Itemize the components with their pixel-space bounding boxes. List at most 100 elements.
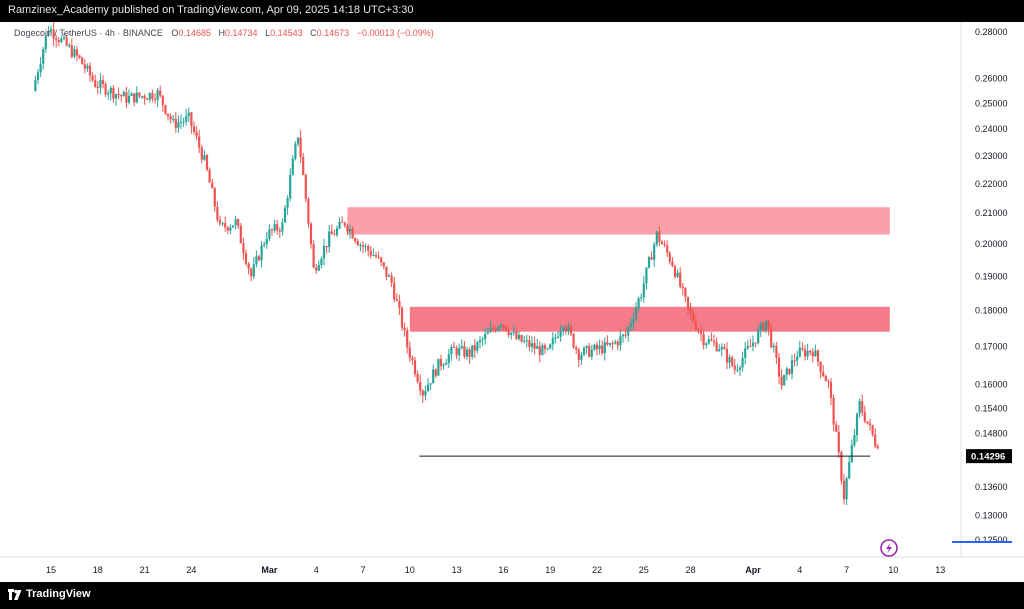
price-tick-label: 0.21000 <box>975 208 1008 218</box>
candle-body <box>395 299 398 301</box>
supply-zone-2 <box>409 306 890 332</box>
candle-body <box>130 93 133 96</box>
candle-body <box>569 326 573 334</box>
candle-body <box>408 347 411 358</box>
candle-body <box>346 225 349 232</box>
candle-body <box>666 245 669 253</box>
time-tick-label: 10 <box>888 565 898 575</box>
candle-body <box>281 222 284 232</box>
candle-body <box>39 63 42 73</box>
candle-body <box>832 397 835 425</box>
candle-body <box>234 219 237 226</box>
candle-body <box>702 333 705 346</box>
candle-body <box>452 346 456 348</box>
candle-body <box>320 258 323 266</box>
candle-body <box>260 245 263 261</box>
candle-body <box>764 320 768 331</box>
candle-body <box>718 349 721 352</box>
candle-body <box>335 228 339 235</box>
candle-body <box>484 333 487 340</box>
candle-body <box>169 116 172 120</box>
candle-body <box>231 225 235 228</box>
candle-body <box>400 307 404 328</box>
price-tag-box <box>966 449 1012 464</box>
candle-body <box>208 169 211 183</box>
candle-body <box>343 222 346 226</box>
candle-body <box>325 246 328 248</box>
candle-body <box>387 275 391 277</box>
candle-body <box>549 344 552 349</box>
candle-body <box>198 136 201 148</box>
candle-body <box>49 29 53 31</box>
candle-body <box>107 93 110 95</box>
candle-body <box>840 452 843 481</box>
candle-body <box>237 219 240 226</box>
footer-brand: TradingView <box>26 588 91 600</box>
chart-frame: 0.28000 0.26000 0.25000 0.24000 0.23000 0.220… <box>0 22 1024 582</box>
candle-body <box>257 256 261 261</box>
candle-body <box>70 45 73 57</box>
candlestick-chart[interactable]: 0.28000 0.26000 0.25000 0.24000 0.23000 0.220… <box>0 22 1024 582</box>
candle-body <box>122 92 125 97</box>
legend-row: Dogecoin / TetherUS · 4h · BINANCE O0.14… <box>14 28 434 38</box>
candle-body <box>390 275 393 283</box>
legend-h-label: H <box>219 28 226 38</box>
time-axis[interactable]: 15 18 21 24 Mar 4 7 10 13 16 19 22 25 28 Apr 4 7 10 13 <box>46 565 945 575</box>
candle-body <box>746 346 749 349</box>
legend-l-value: 0.14543 <box>270 28 303 38</box>
price-tag-label: 0.14296 <box>971 452 1005 463</box>
price-tick-label: 0.13000 <box>975 510 1008 520</box>
candle-body <box>861 401 864 413</box>
candle-body <box>874 434 877 447</box>
candle-body <box>848 462 851 479</box>
price-tick-label: 0.19000 <box>975 271 1008 281</box>
candle-body <box>250 268 253 277</box>
candle-body <box>673 266 677 277</box>
candle-body <box>244 253 248 264</box>
candle-body <box>686 296 690 309</box>
price-axis[interactable]: 0.28000 0.26000 0.25000 0.24000 0.23000 0.220… <box>975 27 1008 545</box>
candle-body <box>777 357 781 377</box>
candle-body <box>731 357 734 366</box>
scale-handle[interactable] <box>952 541 1012 543</box>
candle-body <box>510 332 513 335</box>
candle-body <box>650 257 653 260</box>
candle-body <box>265 238 268 245</box>
time-tick-label: 4 <box>797 565 802 575</box>
lightning-icon[interactable] <box>880 539 898 557</box>
candle-body <box>525 340 528 342</box>
legend-change: −0.00013 (−0.09%) <box>357 28 434 38</box>
candle-body <box>699 331 703 334</box>
candle-body <box>744 348 747 358</box>
candle-body <box>497 326 500 331</box>
candle-body <box>273 224 276 231</box>
candle-body <box>294 143 297 159</box>
candle-body <box>538 346 541 356</box>
candle-body <box>330 231 333 235</box>
candle-body <box>725 349 729 363</box>
legend-h-value: 0.14734 <box>225 28 258 38</box>
candle-body <box>195 131 198 137</box>
candle-body <box>595 344 599 350</box>
candle-body <box>328 231 331 248</box>
candle-body <box>863 412 866 422</box>
candle-body <box>429 383 432 385</box>
candle-body <box>445 362 448 365</box>
candle-body <box>845 478 848 500</box>
candle-body <box>213 188 216 207</box>
candle-body <box>382 262 385 267</box>
candle-body <box>291 158 294 176</box>
candle-body <box>432 369 435 384</box>
candle-body <box>437 358 440 376</box>
candle-body <box>114 94 118 99</box>
footer-bar: TradingView <box>0 582 1024 609</box>
candle-body <box>837 431 840 453</box>
candle-body <box>705 343 708 346</box>
candle-body <box>632 318 635 324</box>
candle-body <box>83 64 86 69</box>
candle-body <box>499 325 502 327</box>
price-tick-label: 0.20000 <box>975 239 1008 249</box>
candle-body <box>252 264 255 277</box>
candle-body <box>663 244 666 246</box>
candle-body <box>263 244 266 246</box>
